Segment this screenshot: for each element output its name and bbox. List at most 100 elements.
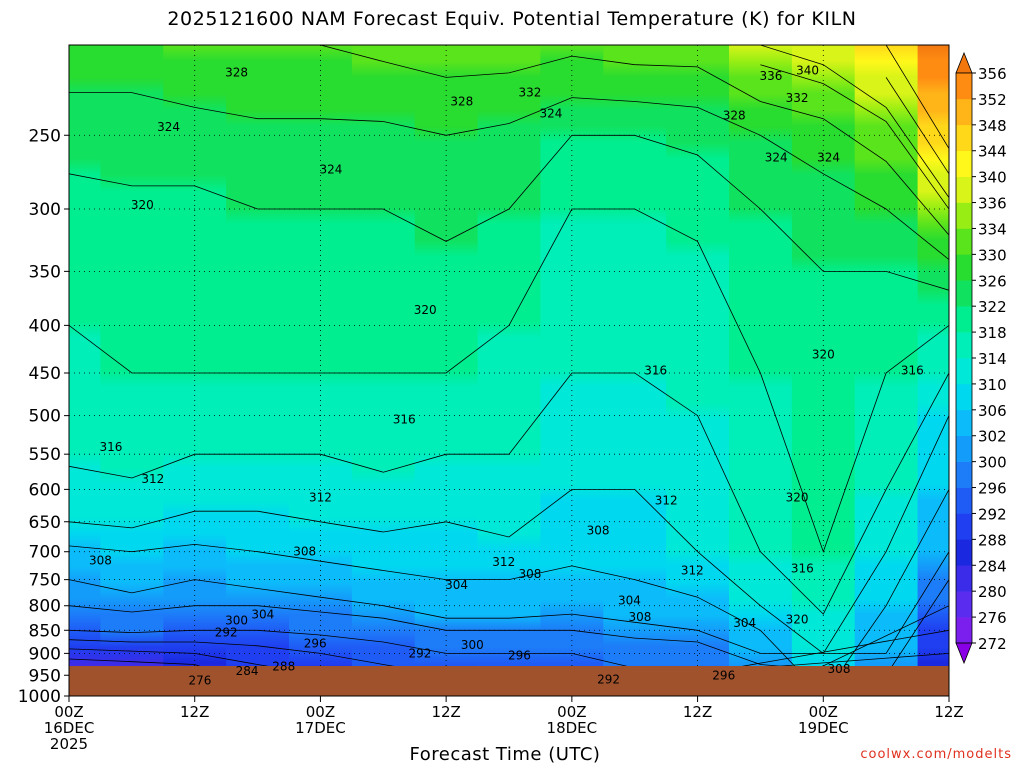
contour-label: 324 bbox=[817, 150, 840, 164]
contour-label: 316 bbox=[99, 440, 122, 454]
contour-labels: 328 328 332 336 340 332 324 324 328 324 324 324 320 3… bbox=[89, 63, 924, 687]
colorbar-bin-288 bbox=[956, 513, 972, 540]
colorbar-label-318: 318 bbox=[978, 324, 1007, 342]
contour-label: 332 bbox=[786, 91, 809, 105]
contour-label: 328 bbox=[723, 108, 746, 122]
colorbar-bin-330 bbox=[956, 228, 972, 255]
contour-label: 308 bbox=[628, 610, 651, 624]
contour-label: 292 bbox=[597, 672, 620, 686]
contour-label: 312 bbox=[141, 472, 164, 486]
y-tick-label-400: 400 bbox=[29, 316, 61, 336]
contour-label: 316 bbox=[393, 413, 416, 427]
colorbar-bin-344 bbox=[956, 124, 972, 152]
colorbar-label-340: 340 bbox=[978, 169, 1007, 187]
y-tick-label-350: 350 bbox=[29, 262, 61, 282]
theta-column-78h bbox=[854, 45, 919, 696]
y-tick-label-650: 650 bbox=[29, 513, 61, 533]
contour-label: 292 bbox=[215, 626, 238, 640]
x-tick-label-72-0: 00Z bbox=[809, 703, 838, 721]
contour-label: 328 bbox=[450, 95, 473, 109]
contour-label: 312 bbox=[655, 494, 678, 508]
contour-label: 284 bbox=[236, 664, 259, 678]
colorbar-label-344: 344 bbox=[978, 143, 1007, 161]
contour-label: 328 bbox=[225, 65, 248, 79]
contour-label: 304 bbox=[733, 616, 756, 630]
colorbar-label-300: 300 bbox=[978, 454, 1007, 472]
contour-label: 324 bbox=[539, 107, 562, 121]
colorbar-bin-318 bbox=[956, 306, 972, 333]
colorbar-label-276: 276 bbox=[978, 609, 1007, 627]
contour-label: 308 bbox=[828, 662, 851, 676]
contour-label: 316 bbox=[901, 363, 924, 377]
y-tick-label-700: 700 bbox=[29, 543, 61, 563]
x-tick-label-0-0: 00Z bbox=[54, 703, 83, 721]
colorbar-label-336: 336 bbox=[978, 195, 1007, 213]
contour-label: 320 bbox=[786, 613, 809, 627]
x-tick-label-36-0: 12Z bbox=[431, 703, 460, 721]
colorbar-label-348: 348 bbox=[978, 117, 1007, 135]
contour-label: 304 bbox=[618, 594, 641, 608]
colorbar-label-296: 296 bbox=[978, 480, 1007, 498]
contour-label: 296 bbox=[508, 649, 531, 663]
contour-label: 292 bbox=[408, 646, 431, 660]
colorbar-bin-336 bbox=[956, 176, 972, 203]
contour-label: 320 bbox=[812, 348, 835, 362]
colorbar-bin-272 bbox=[956, 617, 972, 644]
colorbar-bin-276 bbox=[956, 591, 972, 618]
theta-column-0h bbox=[69, 45, 102, 696]
contour-label: 296 bbox=[712, 668, 735, 682]
contour-344 bbox=[885, 45, 949, 149]
colorbar-bin-326 bbox=[956, 254, 972, 281]
colorbar-label-310: 310 bbox=[978, 376, 1007, 394]
theta-column-24h bbox=[289, 45, 353, 696]
colorbar-bin-280 bbox=[956, 565, 972, 592]
contour-label: 316 bbox=[644, 363, 667, 377]
contour-340 bbox=[885, 77, 949, 175]
contour-label: 300 bbox=[225, 614, 248, 628]
contour-label: 308 bbox=[587, 523, 610, 537]
theta-column-12h bbox=[163, 45, 227, 696]
contour-label: 300 bbox=[461, 638, 484, 652]
x-tick-label-60-0: 12Z bbox=[683, 703, 712, 721]
contour-288 bbox=[69, 648, 949, 696]
contour-300 bbox=[69, 579, 949, 676]
y-tick-label-800: 800 bbox=[29, 597, 61, 617]
contour-label: 304 bbox=[445, 578, 468, 592]
credit-link[interactable]: coolwx.com/modelts bbox=[860, 747, 1012, 762]
colorbar: 272 276 280 284 288 292 296 300 302 306 310 314 318 3… bbox=[955, 51, 1007, 665]
x-tick-label-12-0: 12Z bbox=[180, 703, 209, 721]
colorbar-arrow-top bbox=[955, 51, 973, 74]
contour-label: 288 bbox=[272, 660, 295, 674]
colorbar-bin-292 bbox=[956, 487, 972, 514]
y-tick-label-500: 500 bbox=[29, 407, 61, 427]
contour-label: 312 bbox=[309, 490, 332, 504]
contour-310 bbox=[69, 415, 949, 654]
colorbar-bin-310 bbox=[956, 358, 972, 385]
y-tick-label-950: 950 bbox=[29, 666, 61, 686]
colorbar-label-326: 326 bbox=[978, 272, 1007, 290]
contour-label: 312 bbox=[681, 563, 704, 577]
theta-column-72h bbox=[791, 45, 856, 696]
x-tick-label-24-0: 00Z bbox=[306, 703, 335, 721]
colorbar-label-272: 272 bbox=[978, 635, 1007, 653]
colorbar-label-330: 330 bbox=[978, 246, 1007, 264]
contour-label: 308 bbox=[518, 567, 541, 581]
colorbar-label-284: 284 bbox=[978, 557, 1007, 575]
plot-area bbox=[69, 45, 949, 696]
plot-frame bbox=[68, 44, 950, 697]
contour-label: 336 bbox=[759, 69, 782, 83]
theta-column-30h bbox=[351, 45, 416, 696]
colorbar-arrow-bottom bbox=[955, 642, 973, 665]
x-tick-label-72-1: 19DEC bbox=[798, 719, 849, 737]
chart-title: 2025121600 NAM Forecast Equiv. Potential… bbox=[167, 8, 857, 30]
x-tick-label-0-1: 16DEC bbox=[44, 719, 95, 737]
x-tick-label-48-1: 18DEC bbox=[547, 719, 598, 737]
y-tick-label-850: 850 bbox=[29, 621, 61, 641]
contour-label: 308 bbox=[89, 553, 112, 567]
ground-surface bbox=[69, 666, 949, 696]
x-tick-label-0-2: 2025 bbox=[50, 735, 88, 753]
contour-label: 276 bbox=[188, 673, 211, 687]
y-axis: 250 300 350 400 450 500 550 600 650 700 750 800 850 9… bbox=[18, 126, 69, 707]
contour-334 bbox=[760, 64, 949, 210]
